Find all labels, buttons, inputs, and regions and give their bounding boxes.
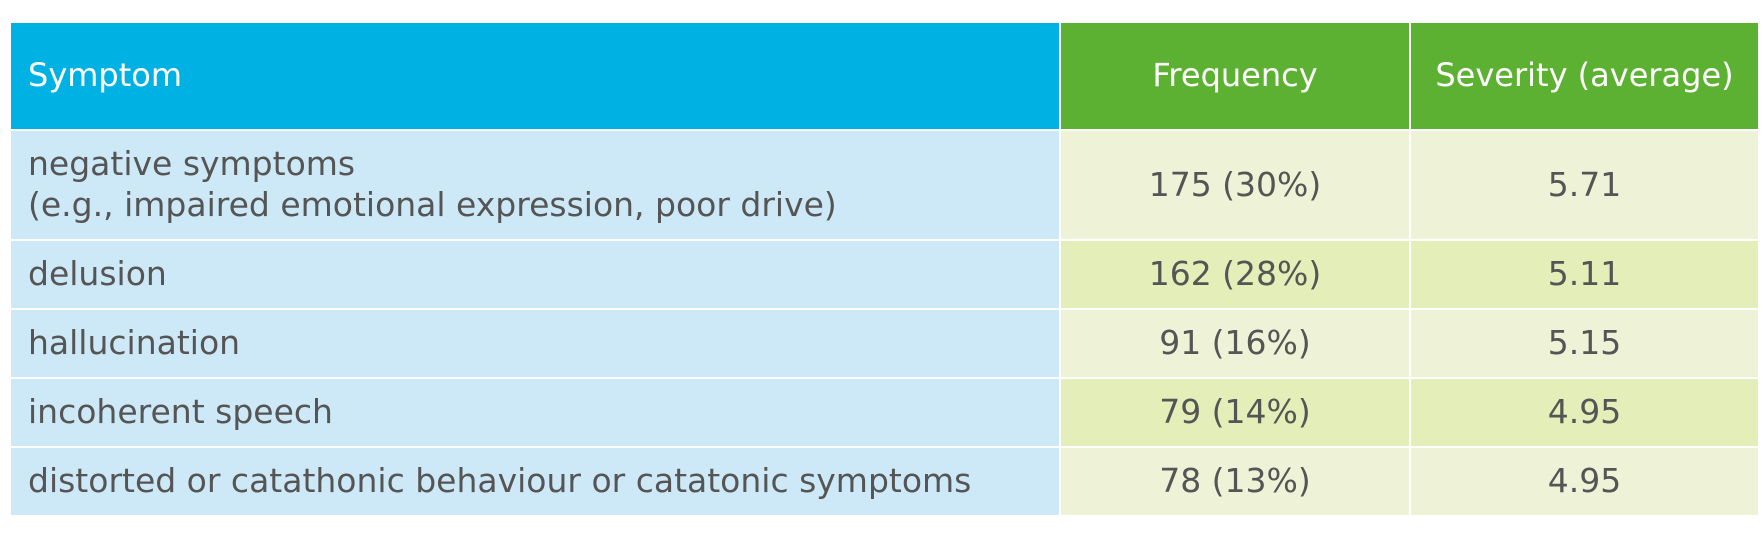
table-row: negative symptoms (e.g., impaired emotio…	[11, 131, 1758, 241]
header-frequency: Frequency	[1059, 23, 1409, 129]
symptom-table: Symptom Frequency Severity (average) neg…	[11, 23, 1758, 515]
frequency-cell: 162 (28%)	[1059, 241, 1409, 308]
severity-cell: 4.95	[1409, 448, 1758, 515]
symptom-examples: (e.g., impaired emotional expression, po…	[28, 185, 837, 224]
symptom-name: negative symptoms	[28, 144, 356, 184]
severity-cell: 5.15	[1409, 310, 1758, 377]
table-row: delusion 162 (28%) 5.11	[11, 241, 1758, 310]
table-row: hallucination 91 (16%) 5.15	[11, 310, 1758, 379]
symptom-cell: delusion	[11, 241, 1059, 308]
frequency-cell: 175 (30%)	[1059, 131, 1409, 239]
symptom-cell: negative symptoms (e.g., impaired emotio…	[11, 131, 1059, 239]
frequency-cell: 78 (13%)	[1059, 448, 1409, 515]
header-severity: Severity (average)	[1409, 23, 1758, 129]
symptom-cell: distorted or catathonic behaviour or cat…	[11, 448, 1059, 515]
table-row: incoherent speech 79 (14%) 4.95	[11, 379, 1758, 448]
severity-cell: 5.11	[1409, 241, 1758, 308]
frequency-cell: 79 (14%)	[1059, 379, 1409, 446]
severity-cell: 4.95	[1409, 379, 1758, 446]
symptom-cell: incoherent speech	[11, 379, 1059, 446]
table-row: distorted or catathonic behaviour or cat…	[11, 448, 1758, 515]
frequency-cell: 91 (16%)	[1059, 310, 1409, 377]
header-symptom: Symptom	[11, 23, 1059, 129]
table-header-row: Symptom Frequency Severity (average)	[11, 23, 1758, 131]
severity-cell: 5.71	[1409, 131, 1758, 239]
symptom-cell: hallucination	[11, 310, 1059, 377]
